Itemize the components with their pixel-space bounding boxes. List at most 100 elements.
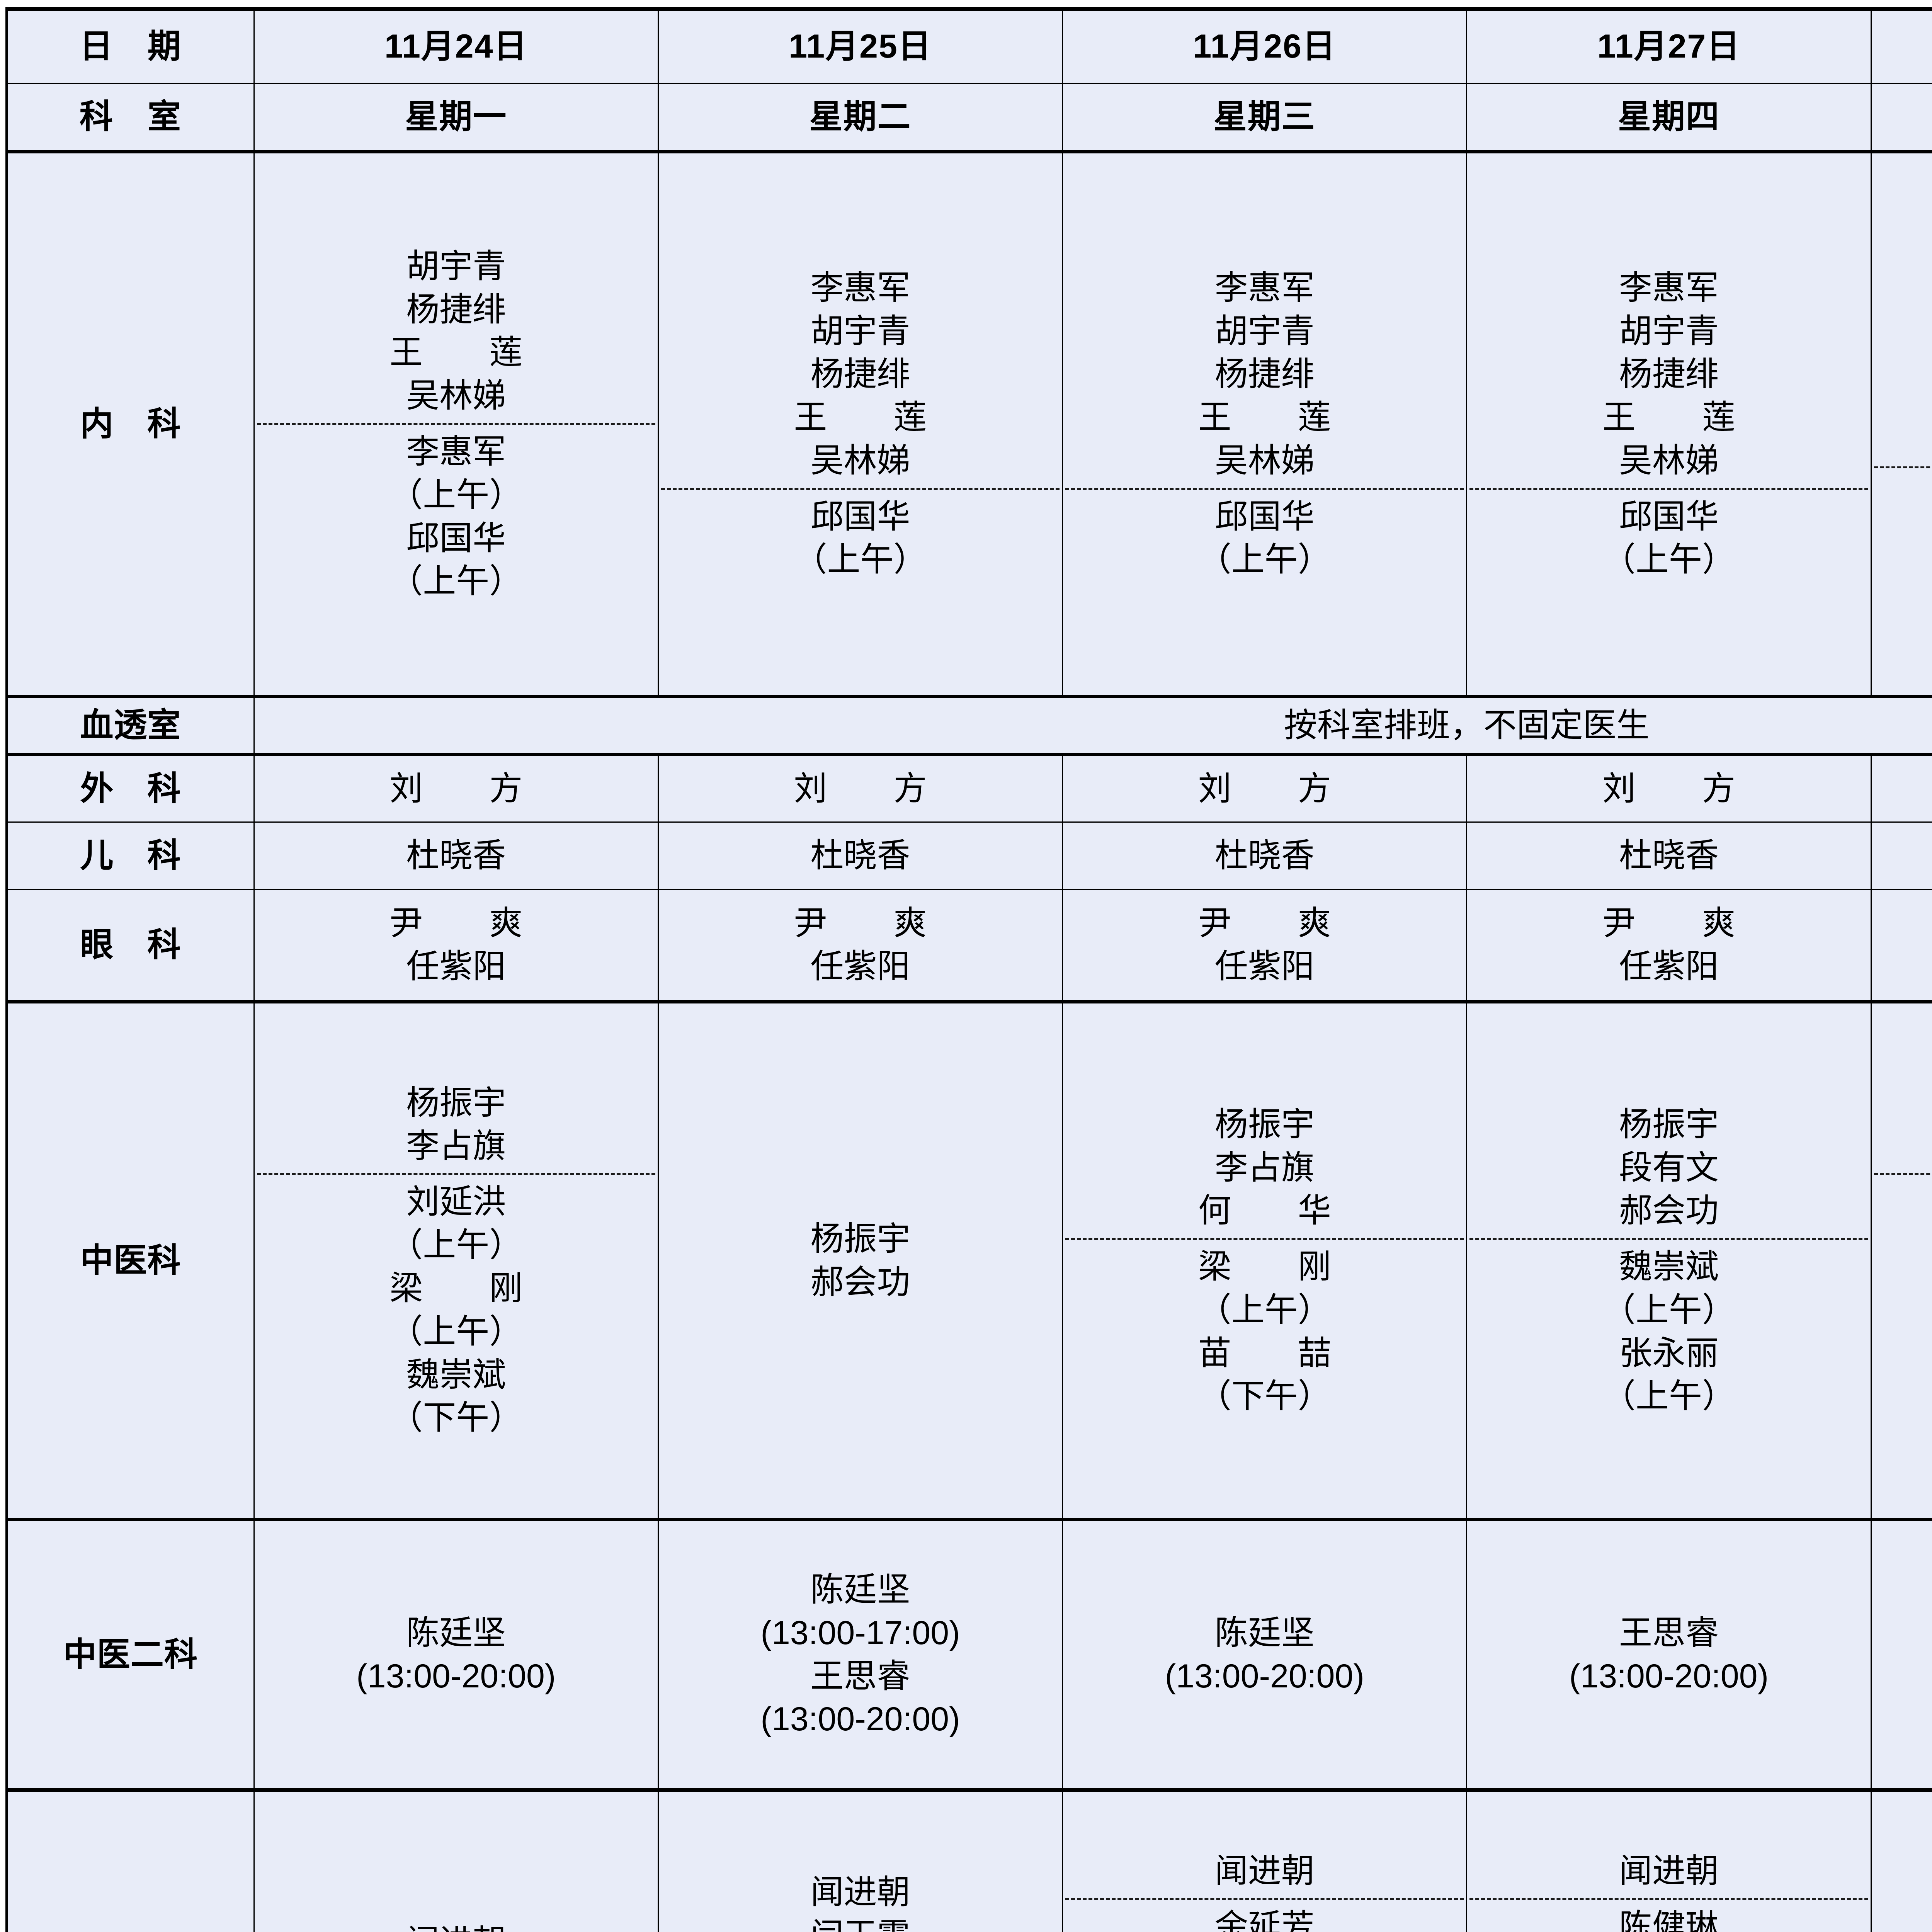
slot-xueyeke-thu-top: 闻进朝: [1469, 1848, 1868, 1900]
cell-xueyeke-tue: 闻进朝闫玉霞 李渤涛（上午）: [657, 1788, 1063, 1932]
cell-xueyeke-fri: 方志坚（上午） 闻进朝: [1870, 1788, 1932, 1932]
doctor-name: 闻进朝: [257, 1921, 655, 1932]
header-date-fri: 11月28日: [1870, 8, 1932, 84]
doctor-name: （上午）: [389, 476, 523, 514]
slot-zhongyike-thu-bot: 魏崇斌 （上午） 张永丽 （上午）: [1469, 1240, 1868, 1420]
doctor-name: 吴林娣: [1214, 442, 1315, 479]
slot-neike-tue-top: 李惠军 胡宇青 杨捷绯王 莲吴林娣: [661, 265, 1060, 490]
cell-waike-thu: 刘 方: [1466, 753, 1872, 823]
doctor-name: （上午）: [1874, 1224, 1932, 1267]
header-date-row: 日 期 11月24日 11月25日 11月26日 11月27日 11月28日 1…: [6, 8, 1932, 84]
cell-zhongyi2-thu: 王思睿 (13:00-20:00): [1466, 1518, 1872, 1791]
header-label-dept: 科 室: [6, 83, 255, 152]
doctor-name: 闫玉霞: [661, 1914, 1060, 1932]
doctor-name: 王 莲: [1198, 399, 1331, 436]
doctor-name: 任紫阳: [406, 948, 506, 985]
doctor-name: 杨捷绯: [810, 355, 910, 393]
slot-zhongyike-wed-bot: 梁 刚 （上午） 苗 喆 （下午）: [1065, 1240, 1464, 1420]
doctor-name: 杨振宇: [406, 1084, 506, 1121]
cell-erke-wed: 杜晓香: [1062, 821, 1468, 890]
doctor-name: (13:00-20:00): [760, 1701, 960, 1738]
cell-xuetoushi-note: 按科室排班，不固定医生: [253, 695, 1932, 755]
doctor-name: 方志坚: [1874, 1893, 1932, 1932]
doctor-name: 刘爱梅: [1874, 1082, 1932, 1125]
doctor-name: 吴林娣: [1874, 418, 1932, 461]
doctor-name: （上午）: [389, 563, 523, 600]
doctor-name: 闻进朝: [810, 1874, 910, 1911]
doctor-name: 尹 爽: [1198, 905, 1331, 942]
header-date-thu: 11月27日: [1466, 8, 1872, 84]
cell-waike-mon: 刘 方: [253, 753, 659, 823]
doctor-name: 王 莲: [1602, 399, 1736, 436]
cell-yanke-wed: 尹 爽任紫阳: [1062, 889, 1468, 1002]
doctor-name: 陈廷坚: [406, 1614, 506, 1651]
doctor-name: 李惠军: [810, 269, 910, 306]
doctor-name: 杨捷绯: [1214, 355, 1315, 393]
doctor-name: 杨捷绯: [406, 291, 506, 328]
cell-zhongyike-wed: 杨振宇 李占旗何 华 梁 刚 （上午） 苗 喆 （下午）: [1062, 1000, 1468, 1520]
slot-xueyeke-wed-bot: 余延芳（上午）闫玉霞（上午）: [1065, 1900, 1464, 1932]
doctor-name: 闻进朝: [1619, 1852, 1719, 1889]
slot-neike-fri-bot: 邱国华（上午）: [1874, 468, 1932, 562]
header-date-tue: 11月25日: [657, 8, 1063, 84]
header-weekday-thu: 星期四: [1466, 83, 1872, 152]
doctor-name: 王 莲: [794, 399, 927, 436]
doctor-name: 王 莲: [1874, 374, 1932, 418]
doctor-name: 梁 刚: [1874, 1267, 1932, 1310]
header-weekday-mon: 星期一: [253, 83, 659, 152]
cell-neike-tue: 李惠军 胡宇青 杨捷绯王 莲吴林娣 邱国华 （上午）: [657, 150, 1063, 697]
row-xueyeke: 血液科 闻进朝闫玉霞 闻进朝闫玉霞 李渤涛（上午） 闻进朝 余延芳（上午）闫玉霞…: [6, 1788, 1932, 1932]
row-erke: 儿 科 杜晓香 杜晓香 杜晓香 杜晓香 杜晓香: [6, 821, 1932, 890]
dept-label-xueyeke: 血液科: [6, 1788, 255, 1932]
doctor-name: 郝会功: [810, 1263, 910, 1301]
header-date-mon: 11月24日: [253, 8, 659, 84]
doctor-name: 李占旗: [406, 1127, 506, 1165]
doctor-name: 李惠军: [406, 433, 506, 470]
doctor-name: （上午）: [1198, 1291, 1331, 1328]
dept-label-erke: 儿 科: [6, 821, 255, 890]
cell-neike-mon: 胡宇青 杨捷绯王 莲吴林娣 李惠军 （上午） 邱国华 （上午）: [253, 150, 659, 697]
doctor-name: 尹 爽: [389, 905, 523, 942]
header-weekday-tue: 星期二: [657, 83, 1063, 152]
doctor-name: 李惠军: [1619, 269, 1719, 306]
doctor-name: （上午）: [1602, 1378, 1736, 1415]
doctor-name: （上午）: [1874, 1310, 1932, 1354]
cell-waike-fri: 刘 方: [1870, 753, 1932, 823]
doctor-name: 邱国华: [810, 498, 910, 535]
doctor-name: 杨振宇: [1214, 1105, 1315, 1143]
doctor-name: 胡宇青: [406, 247, 506, 285]
doctor-name: 邱国华: [1214, 498, 1315, 535]
cell-waike-tue: 刘 方: [657, 753, 1063, 823]
doctor-name: （上午）: [1602, 541, 1736, 578]
doctor-name: 胡宇青: [1619, 312, 1719, 350]
doctor-name: 魏崇斌: [406, 1356, 506, 1393]
doctor-name: 李占旗: [1874, 1125, 1932, 1168]
doctor-name: 魏崇斌: [1619, 1248, 1719, 1286]
dept-label-waike: 外 科: [6, 753, 255, 823]
doctor-name: 王思睿: [1619, 1614, 1719, 1651]
doctor-name: 任紫阳: [1874, 945, 1932, 988]
doctor-name: （上午）: [389, 1226, 523, 1264]
doctor-name: 任紫阳: [810, 948, 910, 985]
doctor-name: （上午）: [1198, 541, 1331, 578]
doctor-name: 赵祚朕: [1874, 1354, 1932, 1397]
row-waike: 外 科 刘 方 刘 方 刘 方 刘 方 刘 方 停诊: [6, 753, 1932, 823]
doctor-name: 张永丽: [1619, 1334, 1719, 1372]
doctor-name: 胡宇青: [1214, 312, 1315, 350]
doctor-name: (13:00-20:00): [1874, 1655, 1932, 1698]
doctor-name: （下午）: [1198, 1378, 1331, 1415]
dept-label-neike: 内 科: [6, 150, 255, 697]
doctor-name: 杨捷绯: [1874, 331, 1932, 374]
doctor-name: 邱国华: [1874, 474, 1932, 517]
doctor-name: (13:00-20:00): [356, 1657, 556, 1695]
slot-neike-mon-bot: 李惠军 （上午） 邱国华 （上午）: [257, 425, 655, 605]
slot-neike-mon-top: 胡宇青 杨捷绯王 莲吴林娣: [257, 243, 655, 425]
doctor-name: 余延芳: [1214, 1908, 1315, 1932]
doctor-name: 何 华: [1198, 1192, 1331, 1230]
slot-neike-thu-bot: 邱国华 （上午）: [1469, 490, 1868, 583]
doctor-name: 刘学谦: [1874, 1180, 1932, 1224]
slot-zhongyike-mon-top: 杨振宇 李占旗: [257, 1080, 655, 1175]
